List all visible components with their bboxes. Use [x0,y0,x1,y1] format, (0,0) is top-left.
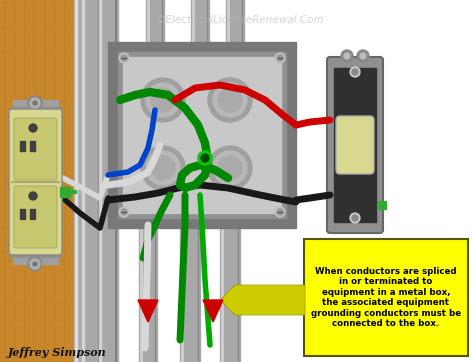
Circle shape [28,96,42,110]
FancyBboxPatch shape [304,239,468,356]
Circle shape [213,83,247,117]
Bar [220,228,240,362]
Bar [20,209,25,219]
Circle shape [275,53,285,63]
Circle shape [350,67,360,77]
Circle shape [208,78,252,122]
Bar [180,228,200,362]
Circle shape [352,215,358,221]
Bar [10,107,61,119]
Circle shape [121,55,127,61]
Circle shape [33,262,37,266]
Circle shape [201,154,209,162]
FancyBboxPatch shape [336,116,374,174]
Circle shape [218,88,242,112]
FancyBboxPatch shape [14,118,57,180]
Circle shape [119,207,129,217]
Bar [108,42,296,228]
Circle shape [151,156,175,180]
Circle shape [121,209,127,215]
Circle shape [352,69,358,75]
Circle shape [344,53,350,59]
Bar [139,228,157,362]
Circle shape [151,88,175,112]
Circle shape [30,259,40,269]
Circle shape [198,151,212,165]
Text: Jeffrey Simpson: Jeffrey Simpson [8,346,107,358]
Bar [118,52,286,218]
Polygon shape [220,285,305,315]
FancyBboxPatch shape [327,57,383,233]
Circle shape [146,83,180,117]
Bar [30,209,35,219]
Bar [13,100,58,264]
Circle shape [277,209,283,215]
Circle shape [277,55,283,61]
Circle shape [33,101,37,105]
Bar [226,0,244,42]
Circle shape [275,207,285,217]
Text: When conductors are spliced
in or terminated to
equipment in a metal box,
the as: When conductors are spliced in or termin… [311,267,461,328]
Bar [191,0,209,42]
Bar [81,0,101,362]
Bar [74,0,80,362]
Circle shape [213,151,247,185]
Circle shape [350,213,360,223]
Circle shape [360,53,366,59]
FancyBboxPatch shape [14,186,57,248]
Circle shape [357,50,369,62]
Circle shape [28,257,42,271]
Circle shape [146,151,180,185]
Bar [334,68,376,222]
Bar [30,141,35,151]
Bar [123,57,281,213]
Bar [0,0,78,362]
Bar [20,141,25,151]
Circle shape [208,146,252,190]
Circle shape [141,78,185,122]
Circle shape [218,156,242,180]
Text: ©ElectricalLicenseRenewal.Com: ©ElectricalLicenseRenewal.Com [155,15,324,25]
Circle shape [341,50,353,62]
Bar [10,245,61,257]
Circle shape [141,146,185,190]
Polygon shape [203,300,223,322]
Circle shape [29,192,37,200]
Bar [146,0,164,42]
Circle shape [29,124,37,132]
Polygon shape [138,300,158,322]
Bar [75,0,77,362]
FancyBboxPatch shape [9,109,62,255]
Circle shape [119,53,129,63]
Bar [98,0,118,362]
Circle shape [30,98,40,108]
